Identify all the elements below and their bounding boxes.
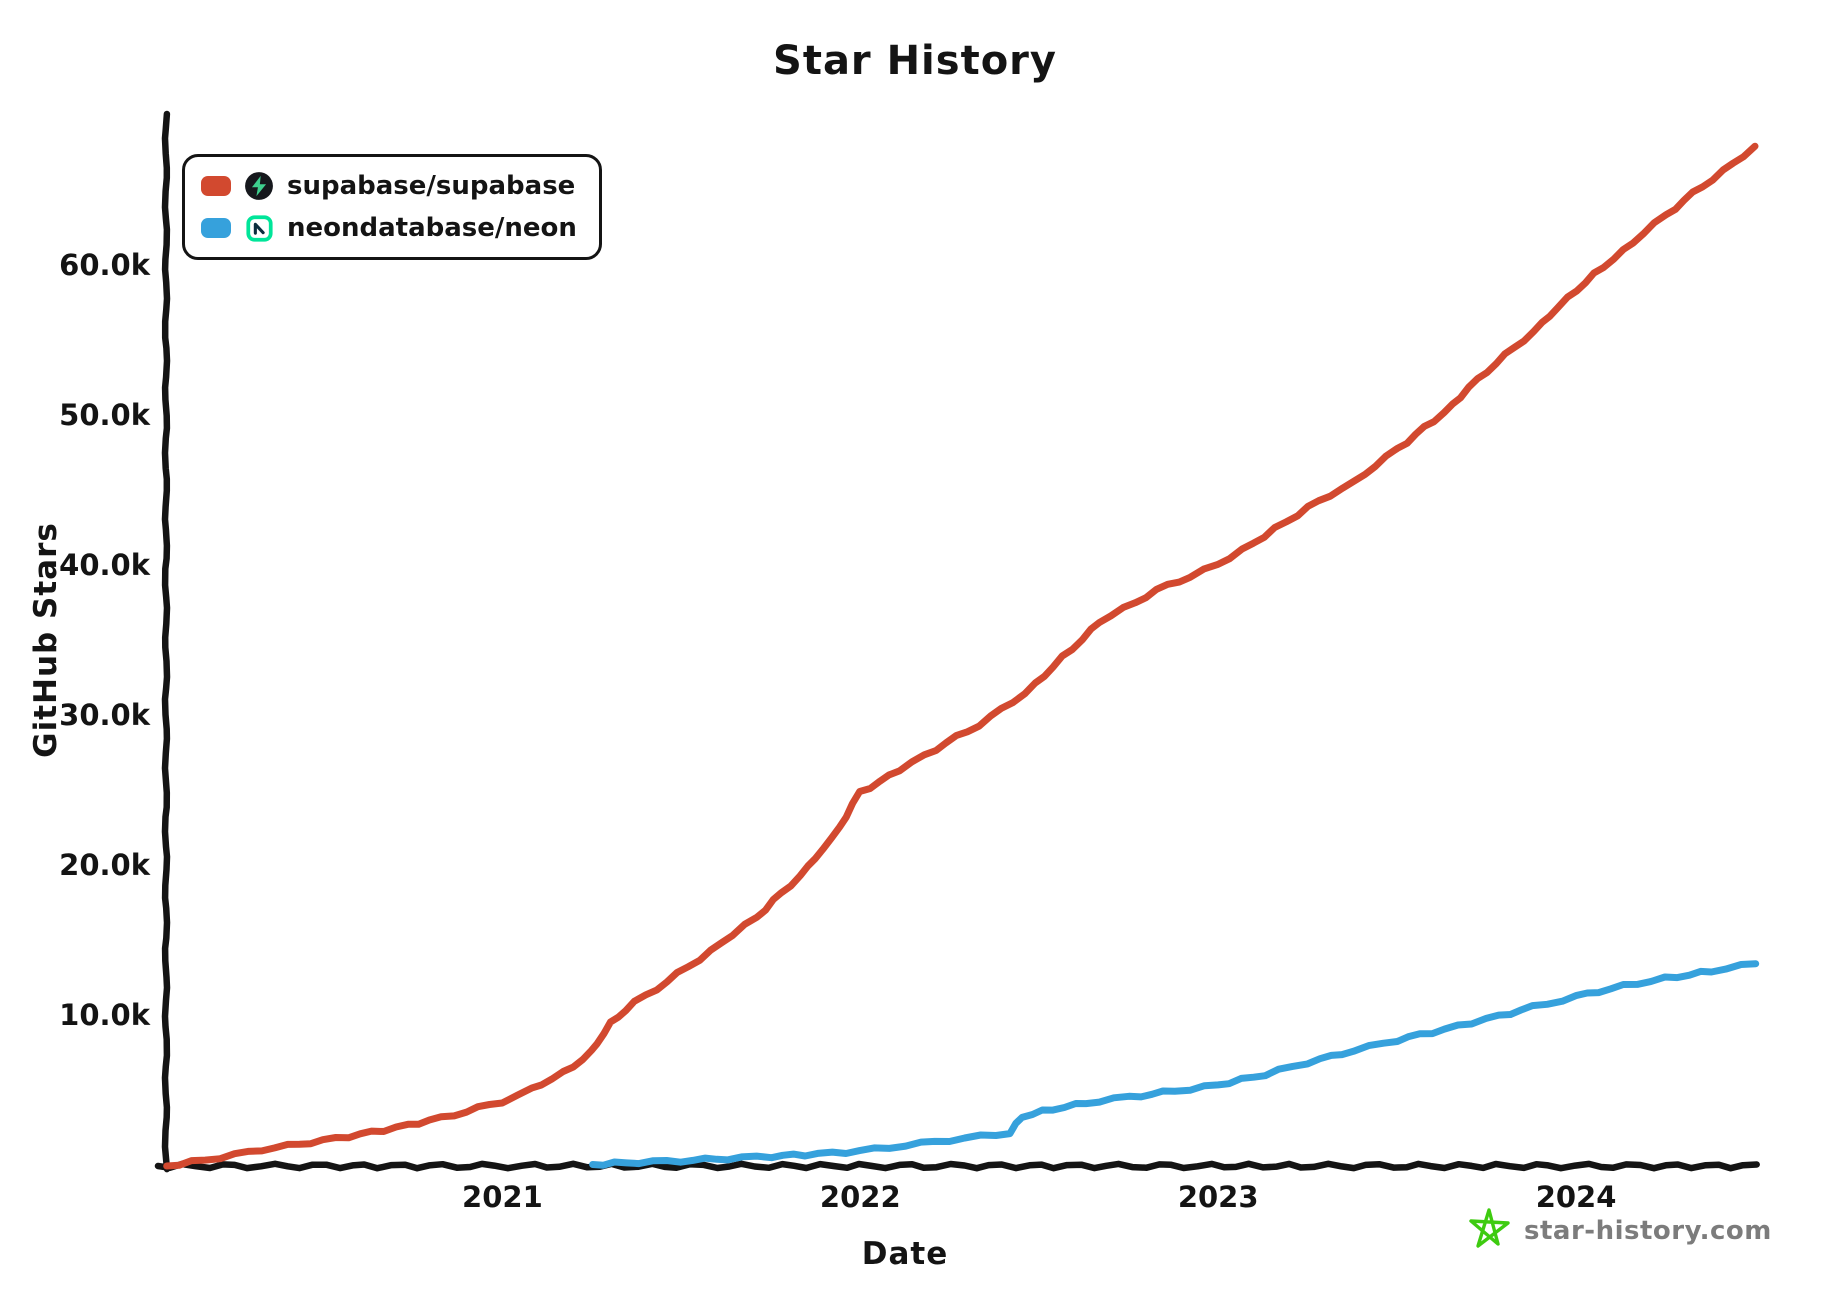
brand: star-history.com	[1468, 1206, 1772, 1256]
x-tick-label: 2022	[819, 1180, 901, 1214]
y-tick-label: 30.0k	[59, 698, 150, 732]
neon-logo-icon	[244, 213, 274, 243]
y-tick-label: 10.0k	[59, 998, 150, 1032]
series-marker-neon	[201, 218, 231, 238]
series-line-neon	[589, 960, 1760, 1169]
legend-label-supabase: supabase/supabase	[287, 171, 576, 201]
y-axis-line	[161, 110, 171, 1173]
y-tick-label: 60.0k	[59, 248, 150, 282]
legend-label-neon: neondatabase/neon	[287, 213, 577, 243]
y-tick-label: 50.0k	[59, 398, 150, 432]
series-line-supabase	[163, 142, 1759, 1170]
brand-text: star-history.com	[1524, 1216, 1772, 1246]
x-axis-line	[154, 1160, 1760, 1172]
legend-item-neon: neondatabase/neon	[201, 213, 577, 243]
x-tick-label: 2023	[1177, 1180, 1259, 1214]
legend-item-supabase: supabase/supabase	[201, 171, 577, 201]
x-tick-label: 2024	[1535, 1180, 1617, 1214]
x-axis-label: Date	[861, 1236, 949, 1272]
y-tick-label: 20.0k	[59, 848, 150, 882]
star-history-logo-icon	[1468, 1206, 1512, 1256]
y-tick-label: 40.0k	[59, 548, 150, 582]
chart-title: Star History	[773, 38, 1057, 84]
legend: supabase/supabase neondatabase/neon	[182, 154, 602, 260]
supabase-logo-icon	[244, 171, 274, 201]
series-marker-supabase	[201, 176, 231, 196]
x-tick-label: 2021	[462, 1180, 543, 1214]
